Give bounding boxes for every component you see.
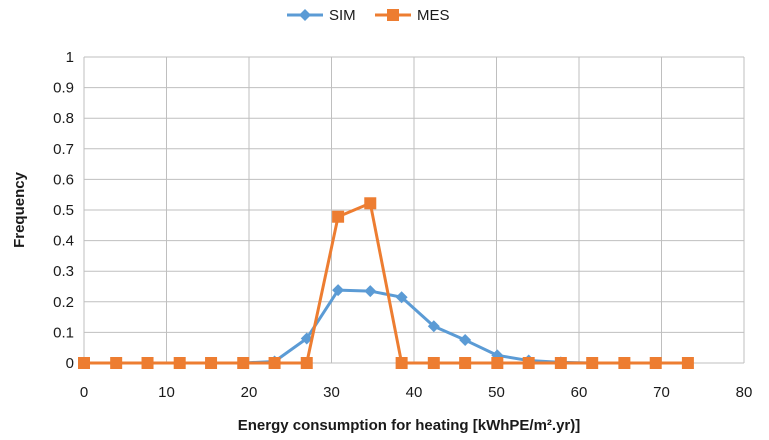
legend-item-sim: SIM xyxy=(287,7,356,24)
data-point xyxy=(395,357,408,369)
data-point xyxy=(268,357,281,369)
y-tick-label: 1 xyxy=(66,49,74,66)
series-mes xyxy=(78,197,694,369)
data-point xyxy=(522,357,535,369)
data-point xyxy=(459,334,472,347)
data-point xyxy=(110,357,123,369)
y-tick-label: 0.8 xyxy=(53,110,74,127)
x-tick-label: 30 xyxy=(323,384,340,401)
y-axis-ticks: 0 0.1 0.2 0.3 0.4 0.5 0.6 0.7 0.8 0.9 1 xyxy=(53,49,74,372)
y-tick-label: 0 xyxy=(66,355,74,372)
legend-item-mes: MES xyxy=(375,7,450,24)
legend-label: MES xyxy=(417,7,450,24)
series-line xyxy=(84,288,688,365)
data-point xyxy=(300,332,313,345)
data-point xyxy=(332,210,345,223)
data-point xyxy=(395,291,408,304)
data-point xyxy=(491,357,504,369)
x-tick-label: 50 xyxy=(488,384,505,401)
y-tick-label: 0.9 xyxy=(53,80,74,97)
data-point xyxy=(459,357,472,369)
x-axis-title: Energy consumption for heating [kWhPE/m²… xyxy=(238,417,581,434)
x-tick-label: 20 xyxy=(241,384,258,401)
data-point xyxy=(649,357,662,369)
x-tick-label: 80 xyxy=(736,384,753,401)
data-point xyxy=(427,357,440,369)
legend: SIM MES xyxy=(287,7,450,24)
y-tick-label: 0.4 xyxy=(53,233,74,250)
y-tick-label: 0.3 xyxy=(53,263,74,280)
grid xyxy=(83,56,745,364)
data-point xyxy=(681,357,694,369)
data-point xyxy=(618,357,631,369)
data-point xyxy=(237,357,250,369)
y-axis-title: Frequency xyxy=(11,171,28,248)
y-tick-label: 0.7 xyxy=(53,141,74,158)
x-tick-label: 0 xyxy=(80,384,88,401)
series-sim xyxy=(78,284,694,369)
x-tick-label: 60 xyxy=(571,384,588,401)
data-point xyxy=(554,357,567,369)
y-tick-label: 0.1 xyxy=(53,324,74,341)
y-tick-label: 0.2 xyxy=(53,294,74,311)
data-point xyxy=(427,320,440,333)
data-point xyxy=(78,357,90,369)
data-point xyxy=(173,357,186,369)
x-axis-ticks: 0 10 20 30 40 50 60 70 80 xyxy=(80,384,753,401)
legend-marker xyxy=(299,9,311,21)
legend-marker xyxy=(387,9,399,21)
data-point xyxy=(141,357,154,369)
data-point xyxy=(364,197,377,210)
x-tick-label: 10 xyxy=(158,384,175,401)
series-layer xyxy=(78,197,694,369)
x-tick-label: 40 xyxy=(406,384,423,401)
y-tick-label: 0.6 xyxy=(53,171,74,188)
x-tick-label: 70 xyxy=(653,384,670,401)
data-point xyxy=(364,285,377,298)
y-tick-label: 0.5 xyxy=(53,202,74,219)
data-point xyxy=(205,357,218,369)
data-point xyxy=(300,357,313,369)
series-line xyxy=(84,201,688,365)
data-point xyxy=(586,357,599,369)
legend-label: SIM xyxy=(329,7,356,24)
data-point xyxy=(332,284,345,297)
